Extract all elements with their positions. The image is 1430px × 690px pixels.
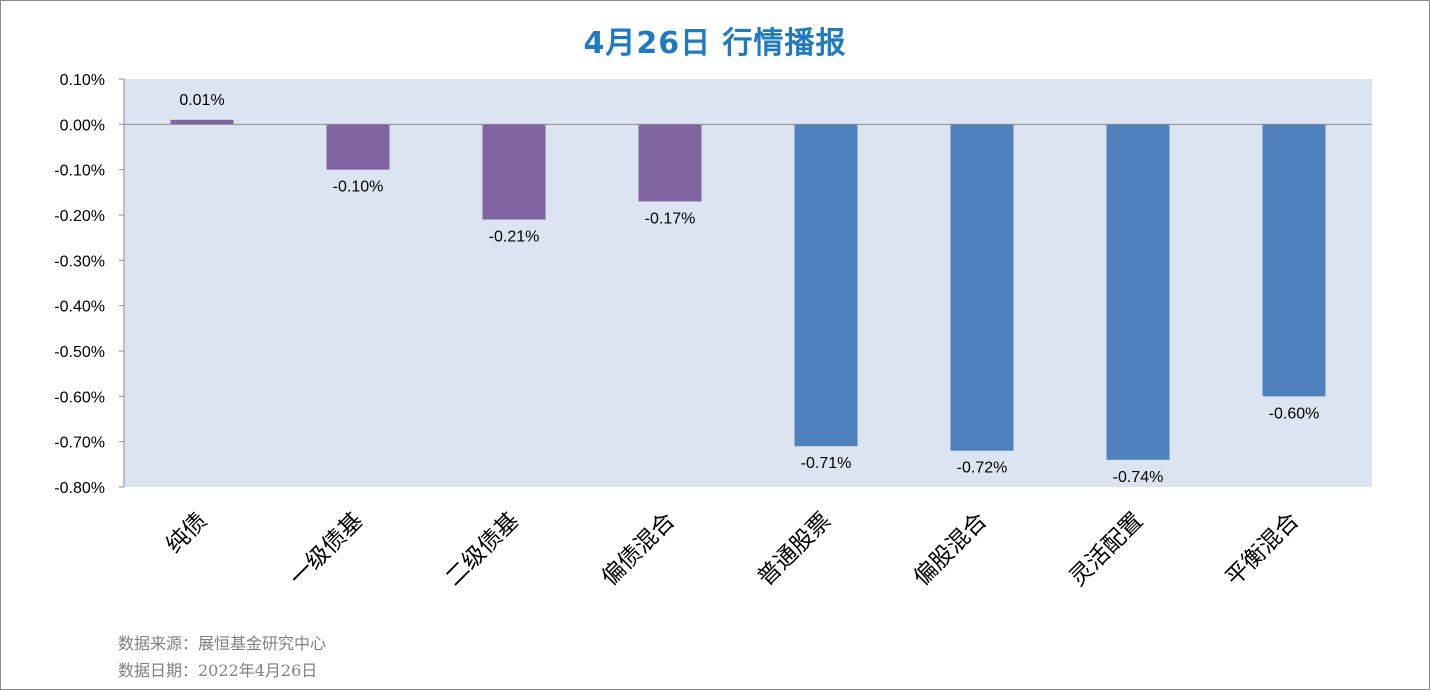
chart-title: 4月26日 行情播报 (583, 26, 847, 61)
bar (638, 124, 702, 202)
category-label: 二级债基 (441, 508, 524, 591)
y-tick-label: -0.50% (54, 344, 105, 361)
bar (326, 124, 390, 170)
bar (950, 124, 1014, 451)
category-label: 偏债混合 (597, 508, 680, 591)
y-tick-label: -0.40% (54, 299, 105, 316)
date-note: 数据日期：2022年4月26日 (118, 661, 318, 680)
data-label: 0.01% (179, 92, 224, 109)
data-label: -0.21% (489, 229, 540, 246)
y-tick-label: 0.00% (60, 117, 105, 134)
y-tick-label: -0.20% (54, 208, 105, 225)
category-label: 纯债 (161, 508, 212, 559)
bar (1106, 124, 1170, 460)
data-label: -0.71% (801, 455, 852, 472)
plot-area (124, 79, 1372, 487)
data-label: -0.60% (1269, 405, 1320, 422)
data-label: -0.72% (957, 460, 1008, 477)
y-axis: 0.10% 0.00% -0.10% -0.20% -0.30% -0.40% -0.50%… (54, 72, 125, 497)
data-label: -0.74% (1113, 469, 1164, 486)
category-label: 普通股票 (753, 508, 836, 591)
y-tick-label: -0.10% (54, 163, 105, 180)
y-tick-label: -0.60% (54, 389, 105, 406)
data-label: -0.10% (333, 179, 384, 196)
bar (1262, 124, 1326, 397)
category-label: 一级债基 (285, 508, 368, 591)
bar (170, 119, 234, 125)
bar (482, 124, 546, 220)
category-labels-group: 纯债 一级债基 二级债基 偏债混合 普通股票 偏股混合 灵活配置 平衡混合 (161, 508, 1304, 591)
y-tick-label: -0.80% (54, 480, 105, 497)
bars-group (170, 119, 1326, 460)
data-label: -0.17% (645, 210, 696, 227)
bar (794, 124, 858, 447)
category-label: 灵活配置 (1065, 508, 1148, 591)
data-labels-group: 0.01% -0.10% -0.21% -0.17% -0.71% -0.72% -0.74… (179, 92, 1319, 486)
category-label: 偏股混合 (909, 508, 992, 591)
y-tick-label: -0.70% (54, 435, 105, 452)
category-label: 平衡混合 (1221, 508, 1304, 591)
source-note: 数据来源：展恒基金研究中心 (118, 634, 327, 653)
y-tick-label: -0.30% (54, 253, 105, 270)
y-tick-label: 0.10% (60, 72, 105, 89)
